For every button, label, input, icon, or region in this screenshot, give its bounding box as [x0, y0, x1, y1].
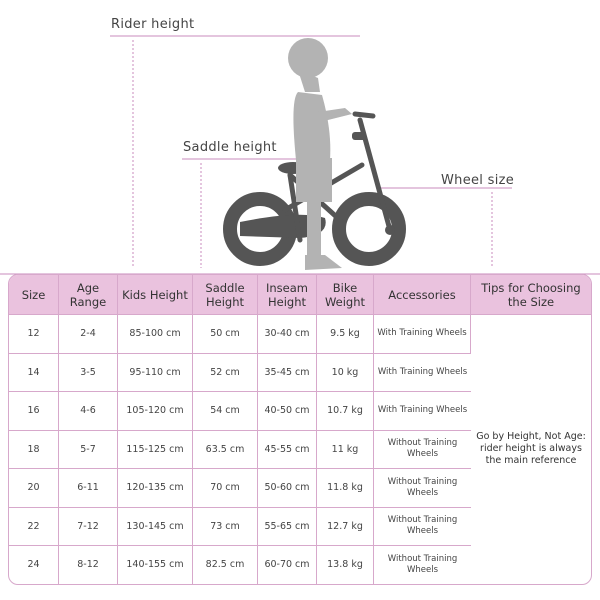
cell-bike-weight: 10 kg [317, 352, 374, 391]
cell-kids-height: 120-135 cm [118, 468, 193, 507]
cell-kids-height: 115-125 cm [118, 429, 193, 468]
cell-accessories: Without Training Wheels [374, 506, 471, 546]
rider-icon [288, 38, 352, 270]
cell-accessories: With Training Wheels [374, 352, 471, 392]
cell-saddle-height: 63.5 cm [193, 429, 258, 468]
cell-age-range: 4-6 [59, 391, 118, 430]
cell-accessories: Without Training Wheels [374, 429, 471, 469]
cell-size: 20 [9, 468, 59, 507]
cell-age-range: 3-5 [59, 352, 118, 391]
cell-size: 24 [9, 545, 59, 584]
table-row: 12 2-4 85-100 cm 50 cm 30-40 cm 9.5 kg With Tr… [9, 314, 591, 466]
size-chart-table: Size Age Range Kids Height Saddle Height… [8, 274, 592, 585]
cell-size: 16 [9, 391, 59, 430]
cell-accessories: Without Training Wheels [374, 545, 471, 584]
cell-saddle-height: 54 cm [193, 391, 258, 430]
cell-saddle-height: 70 cm [193, 468, 258, 507]
header-bike-weight: Bike Weight [317, 275, 374, 314]
rider-height-label: Rider height [111, 17, 195, 32]
cell-size: 14 [9, 352, 59, 391]
cell-accessories: With Training Wheels [374, 314, 471, 353]
cell-kids-height: 85-100 cm [118, 314, 193, 353]
cell-size: 22 [9, 506, 59, 545]
cell-saddle-height: 50 cm [193, 314, 258, 353]
cell-inseam-height: 60-70 cm [258, 545, 317, 584]
cell-kids-height: 140-155 cm [118, 545, 193, 584]
cell-saddle-height: 82.5 cm [193, 545, 258, 584]
cell-accessories: With Training Wheels [374, 391, 471, 430]
cell-inseam-height: 55-65 cm [258, 506, 317, 545]
cell-kids-height: 95-110 cm [118, 352, 193, 391]
cell-accessories: Without Training Wheels [374, 468, 471, 507]
header-age-range: Age Range [59, 275, 118, 314]
header-saddle-height: Saddle Height [193, 275, 258, 314]
cell-bike-weight: 11 kg [317, 429, 374, 468]
table-row: 20 6-11 120-135 cm 70 cm 50-60 cm 11.8 kg With… [9, 468, 591, 507]
table-row: 24 8-12 140-155 cm 82.5 cm 60-70 cm 13.8 kg Wi… [9, 545, 591, 584]
header-size: Size [9, 275, 59, 314]
cell-inseam-height: 35-45 cm [258, 352, 317, 391]
header-inseam-height: Inseam Height [258, 275, 317, 314]
cell-size: 12 [9, 314, 59, 353]
cell-inseam-height: 30-40 cm [258, 314, 317, 353]
table-row: 22 7-12 130-145 cm 73 cm 55-65 cm 12.7 kg With… [9, 506, 591, 546]
cell-age-range: 6-11 [59, 468, 118, 507]
wheel-size-label: Wheel size [441, 173, 515, 188]
cell-kids-height: 130-145 cm [118, 506, 193, 545]
cell-bike-weight: 9.5 kg [317, 314, 374, 353]
cell-tips: Go by Height, Not Age: rider height is a… [471, 314, 591, 584]
cell-age-range: 5-7 [59, 429, 118, 468]
bike-illustration [0, 35, 600, 275]
table-header-row: Size Age Range Kids Height Saddle Height… [9, 275, 591, 314]
cell-inseam-height: 45-55 cm [258, 429, 317, 468]
cell-inseam-height: 50-60 cm [258, 468, 317, 507]
table-row: 14 3-5 95-110 cm 52 cm 35-45 cm 10 kg With Tra… [9, 352, 591, 392]
saddle-height-label: Saddle height [183, 140, 277, 155]
cell-saddle-height: 73 cm [193, 506, 258, 545]
table-row: 16 4-6 105-120 cm 54 cm 40-50 cm 10.7 kg With … [9, 391, 591, 430]
header-tips: Tips for Choosing the Size [471, 275, 591, 314]
cell-bike-weight: 13.8 kg [317, 545, 374, 584]
cell-age-range: 2-4 [59, 314, 118, 353]
cell-inseam-height: 40-50 cm [258, 391, 317, 430]
cell-bike-weight: 11.8 kg [317, 468, 374, 507]
cell-size: 18 [9, 429, 59, 468]
cell-age-range: 8-12 [59, 545, 118, 584]
cell-bike-weight: 10.7 kg [317, 391, 374, 430]
cell-kids-height: 105-120 cm [118, 391, 193, 430]
header-accessories: Accessories [374, 275, 471, 314]
cell-age-range: 7-12 [59, 506, 118, 545]
header-kids-height: Kids Height [118, 275, 193, 314]
cell-saddle-height: 52 cm [193, 352, 258, 391]
cell-bike-weight: 12.7 kg [317, 506, 374, 545]
table-row: 18 5-7 115-125 cm 63.5 cm 45-55 cm 11 kg Witho… [9, 429, 591, 469]
